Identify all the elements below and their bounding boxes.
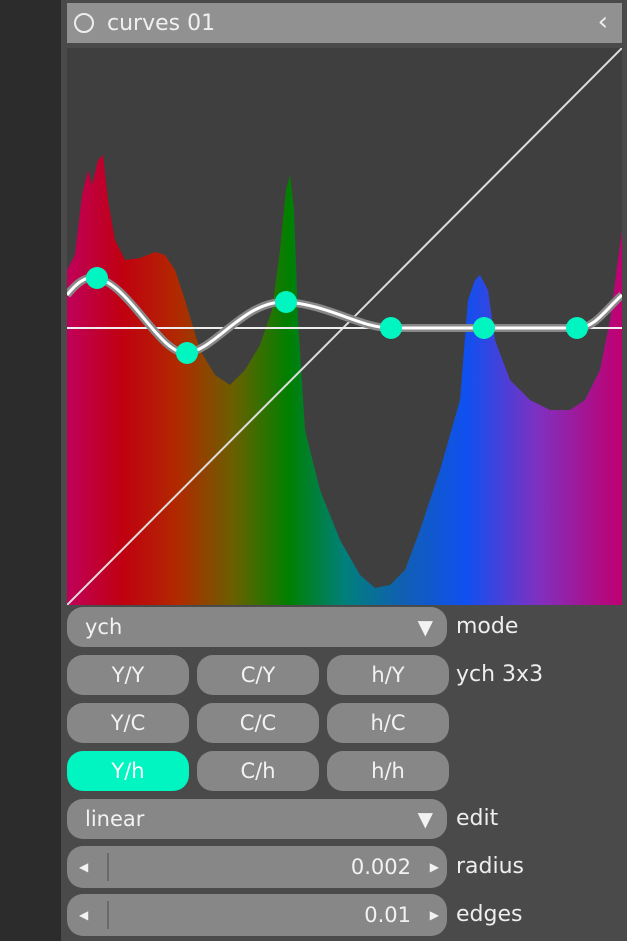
identity-line [66,47,623,606]
curve-node[interactable] [566,317,588,339]
increase-arrow-icon[interactable]: ▶ [429,860,439,874]
curve-node[interactable] [176,342,198,364]
mode-value: ych [85,615,123,639]
radius-value: 0.002 [350,855,411,879]
dropdown-arrow-icon: ▼ [417,807,433,831]
channel-button-y-c[interactable]: Y/C [67,703,189,743]
chevron-left-icon[interactable]: ‹ [597,7,608,37]
edges-label: edges [456,902,523,927]
channel-button-y-y[interactable]: Y/Y [67,655,189,695]
mode-combobox[interactable]: ych ▼ [67,607,447,647]
left-panel-edge [0,0,61,941]
channels-label: ych 3x3 [456,662,544,687]
edit-value: linear [85,807,145,831]
channel-button-y-h[interactable]: Y/h [67,751,189,791]
decrease-arrow-icon[interactable]: ◀ [79,860,89,874]
channel-button-c-c[interactable]: C/C [197,703,319,743]
increase-arrow-icon[interactable]: ▶ [429,908,439,922]
channel-button-h-y[interactable]: h/Y [327,655,449,695]
channel-button-c-y[interactable]: C/Y [197,655,319,695]
mode-label: mode [456,614,519,639]
slider-marker [107,853,109,881]
edges-value: 0.01 [364,903,411,927]
curve-node[interactable] [473,317,495,339]
edit-combobox[interactable]: linear ▼ [67,799,447,839]
channel-button-h-c[interactable]: h/C [327,703,449,743]
slider-marker [107,901,109,929]
curve-node[interactable] [275,291,297,313]
radius-slider[interactable]: ◀ 0.002 ▶ [67,846,447,888]
edges-slider[interactable]: ◀ 0.01 ▶ [67,894,447,936]
channel-button-h-h[interactable]: h/h [327,751,449,791]
channel-button-c-h[interactable]: C/h [197,751,319,791]
hue-histogram [67,155,622,605]
radius-label: radius [456,854,525,879]
dropdown-arrow-icon: ▼ [417,615,433,639]
module-title: curves 01 [107,10,216,36]
module-header[interactable]: curves 01 ‹ [67,3,622,43]
curve-node[interactable] [86,267,108,289]
edit-label: edit [456,806,499,831]
curve-node[interactable] [380,317,402,339]
decrease-arrow-icon[interactable]: ◀ [79,908,89,922]
curve-graph[interactable] [63,47,625,606]
circle-power-icon[interactable] [74,13,94,33]
